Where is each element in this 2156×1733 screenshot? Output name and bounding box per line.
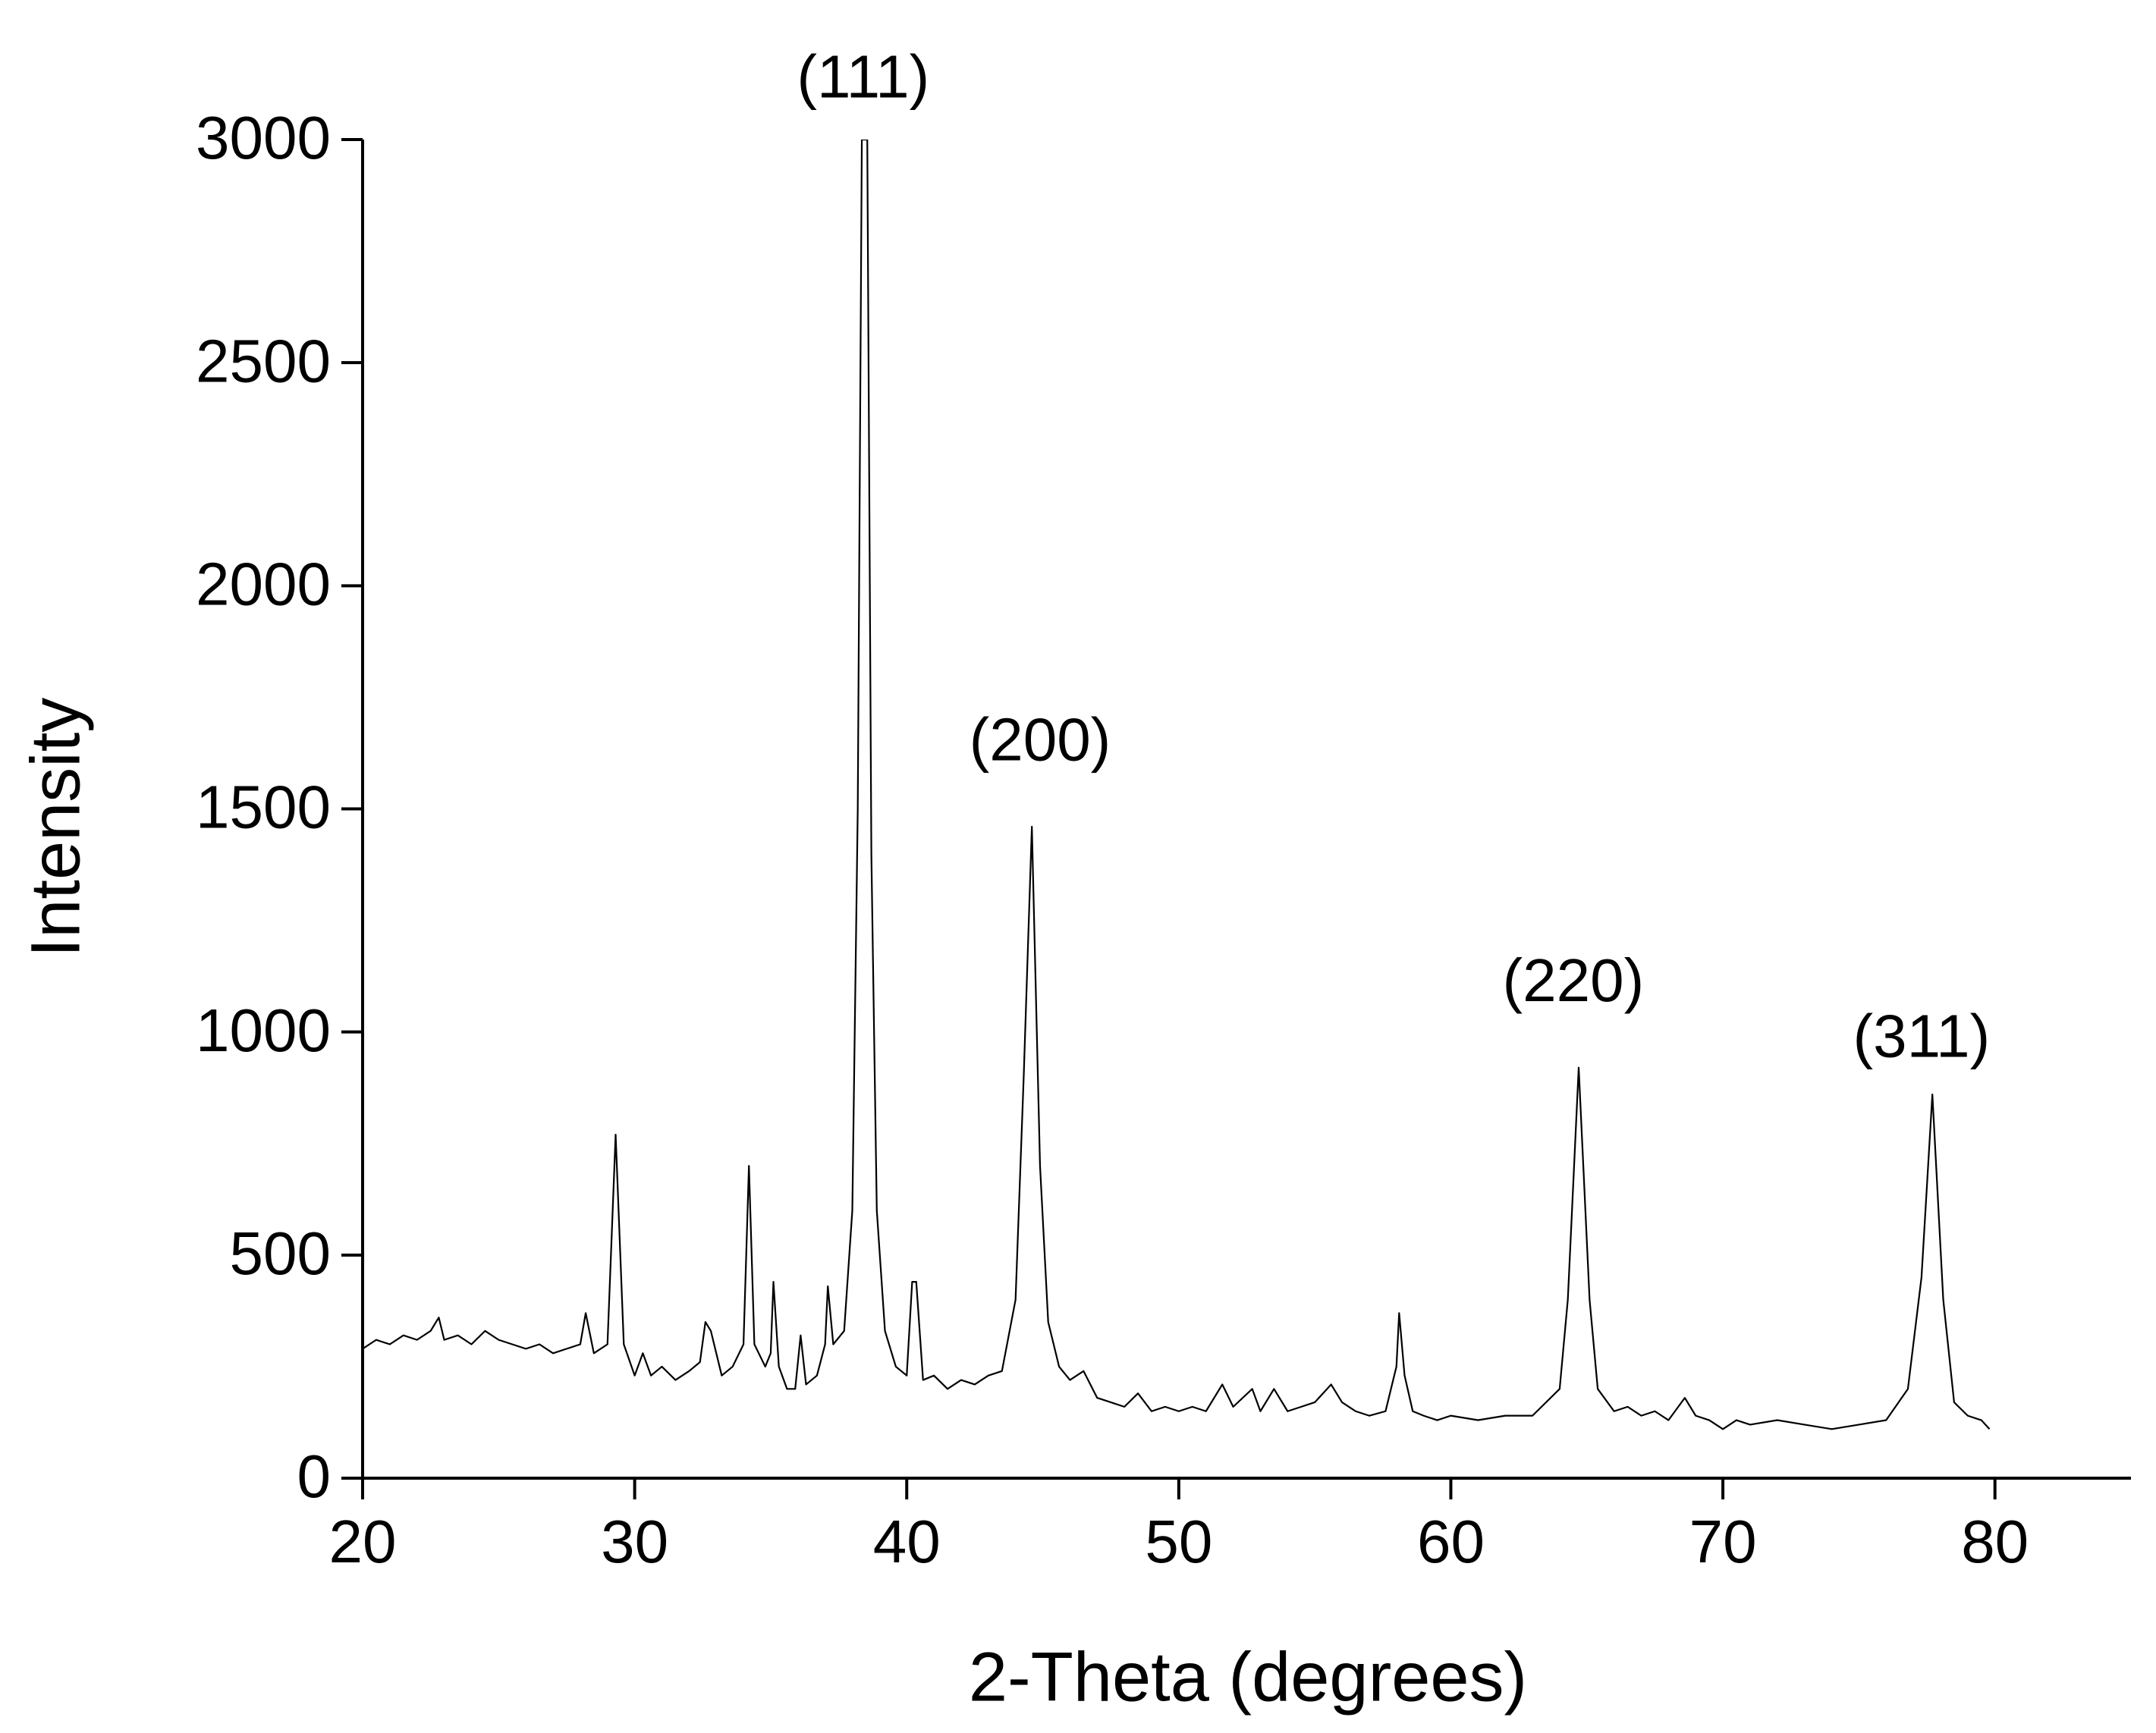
y-axis-title: Intensity (17, 698, 94, 958)
y-tick-label: 1500 (196, 774, 331, 841)
x-axis-title: 2-Theta (degrees) (969, 1638, 1527, 1716)
peak-annotation: (200) (970, 705, 1111, 773)
x-tick-label: 20 (329, 1508, 397, 1575)
y-tick-label: 1000 (196, 997, 331, 1064)
y-tick-label: 3000 (196, 104, 331, 171)
x-tick-label: 30 (601, 1508, 668, 1575)
peak-annotation: (220) (1502, 947, 1644, 1014)
peak-annotation: (311) (1853, 1003, 1990, 1070)
x-tick-label: 50 (1145, 1508, 1212, 1575)
y-tick-label: 0 (297, 1443, 332, 1510)
x-tick-label: 40 (873, 1508, 941, 1575)
data-line (363, 140, 1991, 1430)
x-tick-label: 60 (1417, 1508, 1485, 1575)
y-tick-label: 2500 (196, 327, 331, 394)
peak-annotation: (111) (797, 43, 929, 111)
y-tick-label: 500 (230, 1220, 331, 1287)
x-tick-label: 70 (1689, 1508, 1757, 1575)
y-tick-label: 2000 (196, 550, 331, 617)
x-tick-label: 80 (1961, 1508, 2029, 1575)
